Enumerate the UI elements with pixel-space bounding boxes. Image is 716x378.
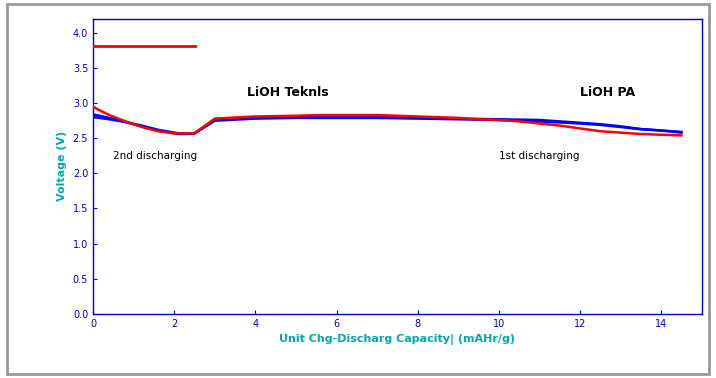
X-axis label: Unit Chg-Discharg Capacity| (mAHr/g): Unit Chg-Discharg Capacity| (mAHr/g) (279, 334, 516, 345)
Text: 2nd discharging: 2nd discharging (113, 151, 198, 161)
Y-axis label: Voltage (V): Voltage (V) (57, 131, 67, 201)
Text: LiOH Teknls: LiOH Teknls (247, 86, 329, 99)
Text: LiOH PA: LiOH PA (580, 86, 635, 99)
Text: 1st discharging: 1st discharging (499, 151, 579, 161)
